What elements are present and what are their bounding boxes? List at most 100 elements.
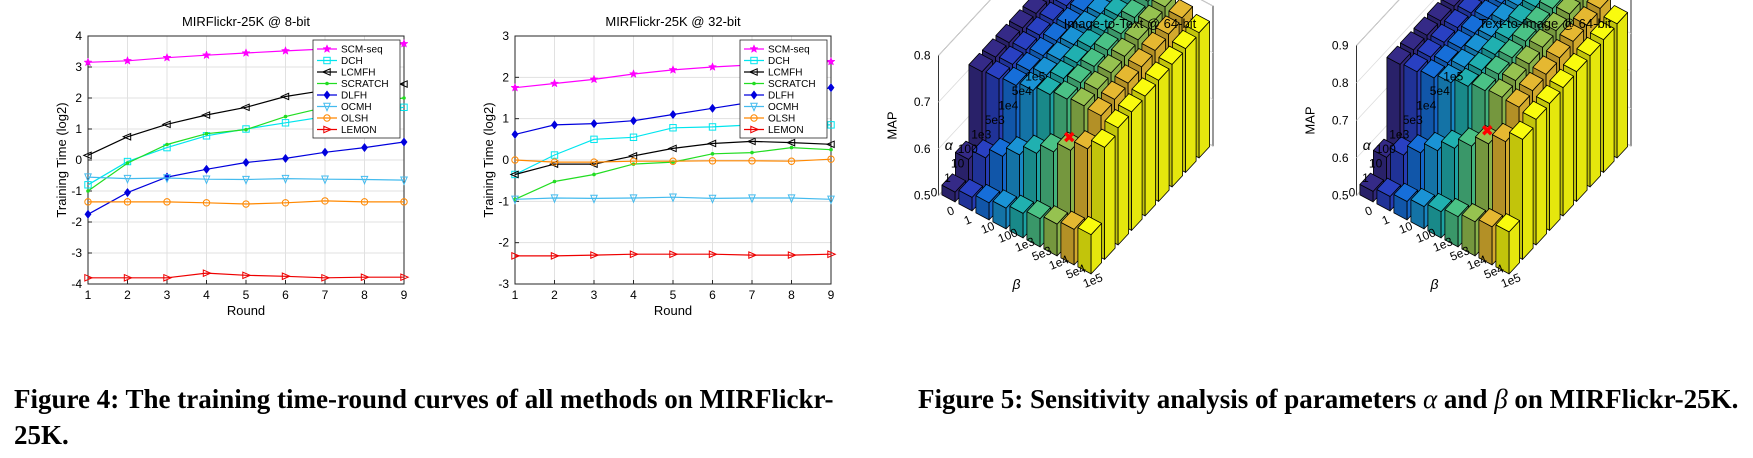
data-point-OCMH: [84, 173, 92, 183]
data-point-SCRATCH: [204, 131, 209, 136]
bar-a8-b6-top: [1461, 203, 1486, 223]
bar-a6-b5-top: [1471, 71, 1496, 92]
data-point-OCMH: [708, 194, 717, 204]
data-point-DLFH: [242, 157, 250, 168]
bar-a5-b7-top: [1101, 80, 1126, 100]
data-point-OLSH: [163, 198, 171, 206]
data-point-DLFH: [281, 153, 290, 164]
data-point-OLSH: [242, 200, 250, 208]
x-tick-label: 1: [512, 288, 519, 302]
bar-a5-b8-top: [1536, 84, 1561, 104]
alpha-tick-label: 100: [958, 142, 978, 156]
legend-marker-DLFH: [750, 90, 758, 100]
x-tick-label: 1: [85, 288, 92, 302]
bar-a7-b6-top: [1475, 125, 1500, 145]
data-point-DCH: [281, 119, 290, 127]
data-point-LEMON: [827, 250, 837, 259]
bar-a7-b0-top: [1373, 138, 1398, 158]
bar-a5-b3-top: [1451, 48, 1476, 68]
alpha-tick-label: 0: [931, 185, 938, 199]
legend-label-LEMON: LEMON: [768, 125, 804, 136]
alpha-axis-label: α: [945, 137, 954, 153]
legend-marker-DCH: [323, 56, 331, 65]
bar-a5-b5-top: [1067, 64, 1092, 84]
legend-marker-OCMH: [323, 102, 331, 112]
bar-a2-b7-top: [1141, 31, 1166, 51]
data-point-SCM-seq: [122, 55, 133, 65]
y-tick-label: -1: [498, 194, 509, 208]
x-tick-label: 2: [124, 288, 131, 302]
bar-a7-b0-top: [955, 140, 980, 160]
bar-a2-b8-side: [1171, 52, 1183, 188]
bar-a7-b8-top: [1509, 120, 1534, 140]
y-axis-label: Training Time (log2): [54, 102, 69, 217]
series-line-LCMFH: [514, 140, 832, 176]
x-tick-label: 4: [203, 288, 210, 302]
z-tick-label: 0.5: [914, 189, 931, 203]
figure4-caption: Figure 4: The training time-round curves…: [14, 384, 834, 450]
legend-marker-OCMH: [750, 102, 758, 112]
bar-a8-b5-top: [1026, 199, 1051, 220]
bar-a5-b1-top: [999, 45, 1024, 65]
alpha-tick-label: 10: [1369, 156, 1383, 170]
line-chart-32bit: 1 2 3 4 5 6 7 8 9 -3 -2 -1 0 1 2 3 MIRFlickr-25K @ 32-bi…: [481, 14, 837, 318]
legend-box: [312, 39, 401, 139]
data-point-SCRATCH: [86, 189, 90, 193]
data-point-DLFH: [827, 83, 835, 93]
legend-label-LCMFH: LCMFH: [768, 68, 802, 79]
data-point-DCH: [629, 133, 638, 141]
y-tick-label: -1: [71, 184, 82, 198]
legend-label-DCH: DCH: [341, 56, 363, 67]
x-tick-label: 5: [243, 288, 250, 302]
legend-label-OLSH: OLSH: [768, 114, 795, 125]
bar-a5-b8-side: [1131, 100, 1143, 231]
bar-a5-b0-top: [982, 38, 1007, 58]
bar-a3-b2-top: [1461, 14, 1486, 34]
legend-marker-LEMON: [750, 125, 760, 134]
bar-a0-b8-side: [1198, 20, 1210, 159]
data-point-OCMH: [827, 195, 835, 205]
data-point-SCRATCH: [592, 172, 596, 177]
z-tick-label: 0.9: [1332, 39, 1349, 53]
data-point-OLSH: [400, 198, 408, 206]
bar-a4-b8-top: [1549, 68, 1574, 88]
bar-a5-b2-top: [1434, 44, 1459, 64]
data-point-LEMON: [669, 250, 679, 259]
legend-marker-LCMFH: [321, 68, 331, 76]
data-point-DLFH: [202, 164, 211, 174]
bar-a5-b1-top: [1417, 38, 1442, 58]
data-point-LCMFH: [398, 80, 408, 89]
legend-label-SCRATCH: SCRATCH: [341, 79, 389, 90]
data-point-OCMH: [511, 195, 519, 205]
x-tick-label: 8: [361, 288, 368, 302]
data-point-LEMON: [511, 251, 521, 260]
bar-a5-b8-top: [1118, 93, 1143, 113]
alpha-tick-label: 1e3: [1389, 127, 1409, 141]
legend-label-DCH: DCH: [768, 56, 790, 67]
beta-tick-label: 1: [962, 212, 974, 228]
bar-a6-b2-top: [1002, 66, 1027, 86]
bar-a4-b1-top: [1430, 23, 1455, 43]
legend-marker-OLSH: [750, 114, 758, 122]
y-tick-label: 1: [502, 112, 509, 126]
data-point-DLFH: [123, 187, 132, 198]
figure5-caption: Figure 5: Sensitivity analysis of parame…: [918, 381, 1748, 417]
bar-a7-b4-top: [1023, 134, 1048, 154]
bar-a0-b7-top: [1586, 0, 1609, 9]
bar-a2-b1-top: [1039, 1, 1064, 21]
y-tick-label: -4: [71, 277, 82, 291]
alpha-tick-label: 1: [1362, 171, 1369, 185]
z-grid-line: [938, 0, 1214, 56]
data-point-SCM-seq: [510, 82, 520, 92]
bar-a6-b7-top: [1087, 97, 1112, 117]
bar-a5-b3-top: [1033, 56, 1058, 76]
data-point-LEMON: [123, 273, 133, 282]
bar-a6-b3-top: [1437, 64, 1462, 84]
data-point-SCM-seq: [399, 38, 409, 48]
data-point-OLSH: [202, 199, 211, 207]
y-axis-label: Training Time (log2): [481, 102, 496, 217]
data-point-LEMON: [321, 273, 331, 282]
y-tick-label: 1: [75, 122, 82, 136]
bar-a5-b8-side: [1549, 91, 1561, 231]
data-point-OLSH: [748, 157, 756, 165]
